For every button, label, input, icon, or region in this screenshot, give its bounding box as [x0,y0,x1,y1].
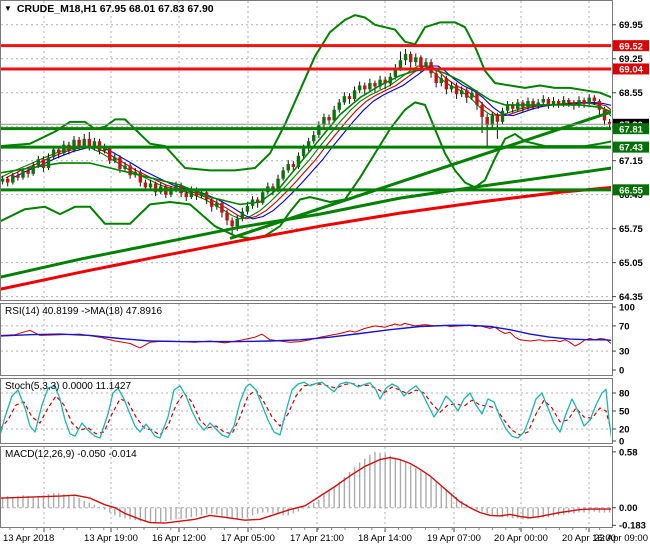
svg-text:65.75: 65.75 [619,224,643,235]
time-axis-label: 19 Apr 07:00 [427,533,481,544]
svg-text:0: 0 [619,436,624,447]
time-axis-label: 13 Apr 19:00 [84,533,138,544]
time-axis-label: 16 Apr 12:00 [152,533,206,544]
time-axis-label: 17 Apr 05:00 [221,533,275,544]
svg-text:70: 70 [619,321,630,332]
svg-text:69.95: 69.95 [619,20,643,31]
time-axis-label: 17 Apr 21:00 [290,533,344,544]
svg-text:0.00: 0.00 [619,503,638,514]
svg-text:67.43: 67.43 [619,143,643,154]
svg-text:66.45: 66.45 [619,190,643,201]
svg-text:100: 100 [619,302,635,313]
svg-text:0: 0 [619,365,624,376]
svg-text:67.81: 67.81 [619,124,643,135]
macd-panel[interactable] [0,446,613,528]
trendlines-layer[interactable] [0,110,612,291]
svg-text:69.25: 69.25 [619,54,643,65]
time-axis-label: 18 Apr 14:00 [358,533,412,544]
bollinger-bands [1,14,611,240]
chart-title-text: CRUDE_M18,H1 67.95 68.01 67.83 67.90 [16,3,214,15]
svg-text:-0.183: -0.183 [619,521,646,532]
svg-text:69.52: 69.52 [619,41,643,52]
svg-text:66.55: 66.55 [619,185,643,196]
svg-text:0.58: 0.58 [619,447,638,458]
time-axis-label: 20 Apr 16:00 [562,533,616,544]
svg-text:69.04: 69.04 [619,65,643,76]
time-axis-label: 13 Apr 2018 [3,533,54,544]
svg-text:80: 80 [619,388,630,399]
main-price-panel[interactable] [0,0,625,301]
symbol-dropdown-triangle-icon[interactable]: ▼ [4,4,12,13]
stochastic-panel[interactable] [0,378,613,444]
svg-text:68.55: 68.55 [619,88,643,99]
horizontal-levels[interactable] [1,44,611,192]
svg-text:65.05: 65.05 [619,258,643,269]
macd-indicator-label: MACD(12,26,9) -0.050 -0.014 [5,449,137,460]
svg-text:67.15: 67.15 [619,156,643,167]
stochastic-indicator-label: Stoch(5,3,3) 0.0000 11.1427 [5,381,132,392]
time-axis-label: 23 Apr 09:00 [594,533,648,544]
rsi-panel[interactable] [0,303,613,376]
svg-text:20: 20 [619,424,630,435]
svg-text:50: 50 [619,406,630,417]
time-axis[interactable]: 13 Apr 2018 13 Apr 19:00 16 Apr 12:00 17 Ap… [3,528,648,544]
time-axis-label: 20 Apr 00:00 [494,533,548,544]
chart-title: ▼ CRUDE_M18,H1 67.95 68.01 67.83 67.90 [4,3,214,15]
rsi-indicator-label: RSI(14) 40.8199 ->MA(18) 47.8916 [5,306,163,317]
svg-text:64.35: 64.35 [619,292,643,303]
svg-text:30: 30 [619,347,630,358]
